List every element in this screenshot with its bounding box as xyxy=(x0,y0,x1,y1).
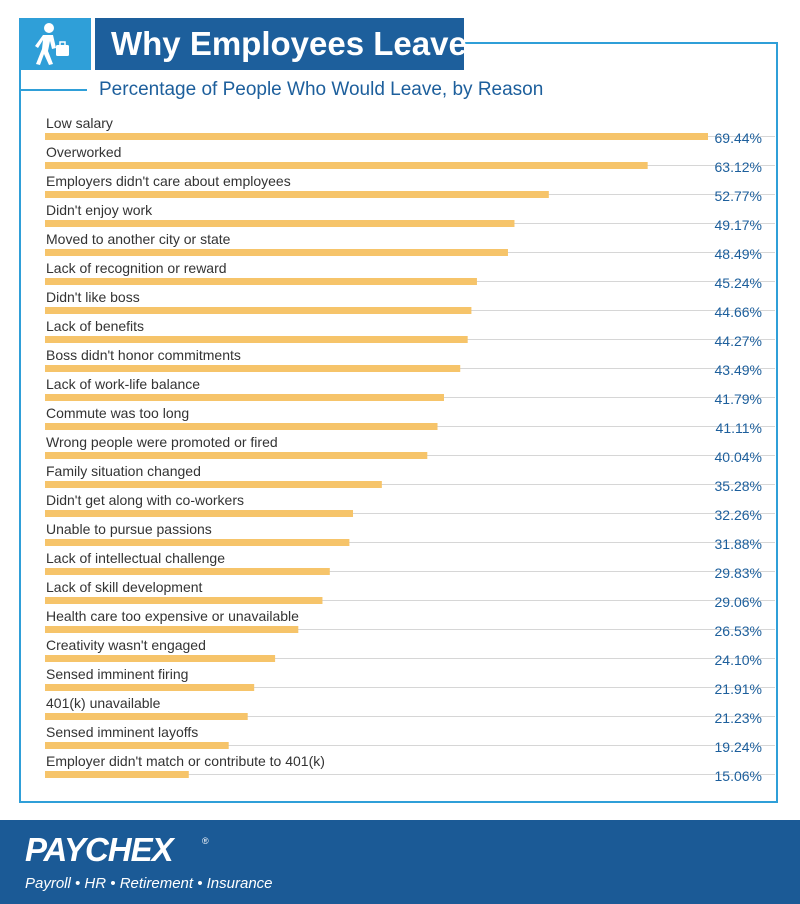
category-label: Sensed imminent firing xyxy=(46,666,188,682)
value-label: 41.11% xyxy=(716,420,762,436)
value-label: 44.66% xyxy=(715,304,762,320)
value-label: 29.06% xyxy=(715,594,762,610)
footer: PAYCHEX ® Payroll • HR • Retirement • In… xyxy=(0,820,800,904)
bar xyxy=(45,684,255,691)
category-label: Employers didn't care about employees xyxy=(46,173,291,189)
bar xyxy=(45,452,428,459)
subtitle-rule xyxy=(19,89,87,91)
value-label: 19.24% xyxy=(715,739,762,755)
value-label: 35.28% xyxy=(715,478,762,494)
value-label: 63.12% xyxy=(715,159,762,175)
value-label: 45.24% xyxy=(715,275,762,291)
page-title: Why Employees Leave xyxy=(111,25,467,62)
value-label: 31.88% xyxy=(715,536,762,552)
category-label: Creativity wasn't engaged xyxy=(46,637,206,653)
category-label: Lack of intellectual challenge xyxy=(46,550,225,566)
bar xyxy=(45,742,229,749)
value-label: 43.49% xyxy=(715,362,762,378)
category-label: Didn't enjoy work xyxy=(46,202,153,218)
bar xyxy=(45,249,508,256)
value-label: 21.23% xyxy=(715,710,762,726)
bar xyxy=(45,191,549,198)
bar xyxy=(45,655,276,662)
bar xyxy=(45,481,382,488)
category-label: 401(k) unavailable xyxy=(46,695,161,711)
value-label: 29.83% xyxy=(715,565,762,581)
bar xyxy=(45,568,330,575)
category-label: Commute was too long xyxy=(46,405,189,421)
bar xyxy=(45,394,445,401)
category-label: Wrong people were promoted or fired xyxy=(46,434,278,450)
bar xyxy=(45,713,248,720)
bar xyxy=(45,510,354,517)
title-banner: Why Employees Leave xyxy=(19,18,467,70)
person-with-briefcase-icon xyxy=(35,23,69,65)
bar xyxy=(45,278,477,285)
category-label: Lack of skill development xyxy=(46,579,203,595)
bar xyxy=(45,423,438,430)
value-label: 41.79% xyxy=(715,391,762,407)
category-label: Didn't get along with co-workers xyxy=(46,492,244,508)
category-label: Lack of recognition or reward xyxy=(46,260,227,276)
category-label: Family situation changed xyxy=(46,463,201,479)
value-label: 49.17% xyxy=(715,217,762,233)
value-label: 48.49% xyxy=(715,246,762,262)
bar xyxy=(45,336,468,343)
value-label: 69.44% xyxy=(715,130,762,146)
category-label: Didn't like boss xyxy=(46,289,140,305)
value-label: 44.27% xyxy=(715,333,762,349)
value-label: 15.06% xyxy=(715,768,762,784)
bar xyxy=(45,771,189,778)
value-label: 21.91% xyxy=(715,681,762,697)
subtitle-row: Percentage of People Who Would Leave, by… xyxy=(19,78,543,102)
title-box xyxy=(95,18,464,70)
bar xyxy=(45,626,299,633)
category-label: Boss didn't honor commitments xyxy=(46,347,241,363)
bar xyxy=(45,162,648,169)
title-icon-box xyxy=(19,18,91,70)
category-label: Low salary xyxy=(46,115,113,131)
bar xyxy=(45,365,461,372)
bar xyxy=(45,307,472,314)
value-label: 40.04% xyxy=(715,449,762,465)
bar xyxy=(45,597,323,604)
paychex-logo: PAYCHEX xyxy=(25,831,174,868)
footer-tagline: Payroll • HR • Retirement • Insurance xyxy=(25,875,273,892)
category-label: Overworked xyxy=(46,144,121,160)
category-label: Employer didn't match or contribute to 4… xyxy=(46,753,325,769)
bar xyxy=(45,133,708,140)
value-label: 24.10% xyxy=(715,652,762,668)
category-label: Health care too expensive or unavailable xyxy=(46,608,299,624)
value-label: 32.26% xyxy=(715,507,762,523)
value-label: 52.77% xyxy=(715,188,762,204)
registered-mark: ® xyxy=(202,836,209,846)
category-label: Moved to another city or state xyxy=(46,231,231,247)
category-label: Unable to pursue passions xyxy=(46,521,212,537)
chart-subtitle: Percentage of People Who Would Leave, by… xyxy=(99,79,544,100)
category-label: Lack of benefits xyxy=(46,318,144,334)
value-label: 26.53% xyxy=(715,623,762,639)
category-label: Sensed imminent layoffs xyxy=(46,724,198,740)
bar xyxy=(45,220,515,227)
bar xyxy=(45,539,350,546)
category-label: Lack of work-life balance xyxy=(46,376,200,392)
